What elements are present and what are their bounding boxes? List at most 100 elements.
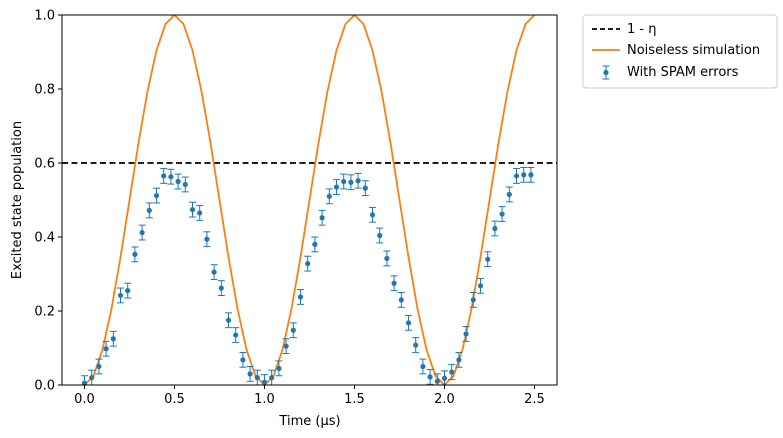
data-point: [426, 368, 434, 385]
data-point: [347, 174, 355, 191]
data-marker: [499, 211, 505, 217]
data-point: [282, 338, 290, 355]
data-point: [527, 166, 535, 183]
data-point: [333, 179, 340, 195]
data-marker: [528, 172, 534, 178]
data-point: [325, 188, 333, 205]
data-point: [95, 358, 103, 375]
data-point: [361, 180, 369, 197]
data-point: [369, 206, 376, 223]
data-point: [246, 366, 254, 382]
data-point: [239, 351, 247, 368]
data-marker: [513, 173, 520, 179]
y-tick-label: 0.4: [34, 231, 55, 246]
data-marker: [218, 285, 224, 291]
data-point: [181, 176, 189, 193]
data-marker: [261, 379, 268, 385]
data-point: [390, 275, 398, 292]
data-point: [304, 255, 312, 272]
data-point: [196, 205, 204, 221]
data-marker: [96, 363, 102, 370]
data-marker: [297, 294, 304, 300]
data-marker: [420, 363, 426, 370]
data-marker: [348, 179, 354, 185]
data-point: [102, 340, 110, 357]
data-marker: [492, 225, 498, 232]
legend-threshold-label: 1 - η: [627, 22, 656, 37]
x-tick-label: 1.0: [254, 392, 275, 407]
data-point: [376, 227, 384, 244]
data-point: [484, 251, 492, 268]
data-marker: [456, 357, 462, 363]
x-tick-label: 2.5: [524, 392, 545, 407]
data-point: [117, 287, 124, 304]
data-point: [383, 250, 391, 267]
data-marker: [326, 193, 332, 199]
data-point: [109, 330, 117, 347]
data-marker: [197, 210, 203, 216]
data-marker: [377, 232, 383, 239]
data-marker: [81, 380, 88, 386]
data-marker: [398, 297, 404, 303]
data-marker: [312, 241, 318, 247]
data-marker: [283, 343, 289, 349]
data-marker: [211, 269, 217, 275]
legend-marker: [603, 69, 609, 76]
y-tick-label: 0.2: [34, 305, 55, 320]
data-marker: [125, 288, 131, 294]
data-point: [318, 209, 326, 226]
data-marker: [153, 192, 160, 199]
data-marker: [413, 342, 419, 348]
data-point: [354, 172, 362, 189]
data-marker: [369, 212, 376, 218]
x-tick-label: 0.5: [164, 392, 185, 407]
data-point: [491, 220, 499, 237]
data-marker: [362, 185, 368, 191]
data-point: [153, 187, 160, 204]
data-point: [455, 351, 463, 368]
data-point: [441, 370, 448, 386]
data-marker: [305, 261, 311, 267]
legend-measured-label: With SPAM errors: [627, 65, 739, 80]
data-marker: [117, 292, 124, 299]
data-marker: [506, 191, 512, 198]
legend-noiseless-label: Noiseless simulation: [627, 43, 760, 58]
data-point: [397, 292, 405, 308]
data-point: [340, 173, 348, 190]
data-point: [174, 173, 182, 190]
legend-measured-swatch: [602, 65, 610, 80]
data-marker: [441, 375, 448, 381]
data-point: [217, 280, 225, 296]
data-marker: [103, 346, 109, 352]
data-marker: [225, 317, 232, 323]
data-marker: [168, 174, 174, 180]
series-noiseless-line: [83, 15, 536, 385]
data-point: [477, 277, 484, 294]
data-marker: [384, 255, 390, 262]
data-marker: [449, 369, 455, 375]
data-marker: [189, 207, 196, 213]
data-point: [160, 168, 168, 184]
y-tick-label: 0.8: [34, 83, 55, 98]
y-axis-label: Excited state population: [10, 121, 25, 279]
y-tick-label: 1.0: [34, 9, 55, 24]
data-marker: [89, 375, 95, 381]
data-marker: [355, 178, 361, 184]
data-point: [289, 322, 297, 339]
data-marker: [254, 375, 260, 381]
plot-area: [62, 15, 557, 386]
data-marker: [204, 236, 210, 242]
legend: 1 - η Noiseless simulation With SPAM err…: [582, 14, 778, 89]
data-point: [81, 375, 88, 386]
data-marker: [341, 178, 347, 185]
axes-frame: [61, 14, 558, 386]
data-marker: [427, 374, 433, 380]
data-point: [311, 236, 319, 253]
data-marker: [182, 181, 188, 188]
x-axis-label: Time (µs): [278, 414, 340, 429]
data-marker: [477, 283, 484, 289]
data-marker: [485, 256, 491, 262]
data-point: [297, 289, 304, 305]
data-marker: [233, 332, 239, 338]
